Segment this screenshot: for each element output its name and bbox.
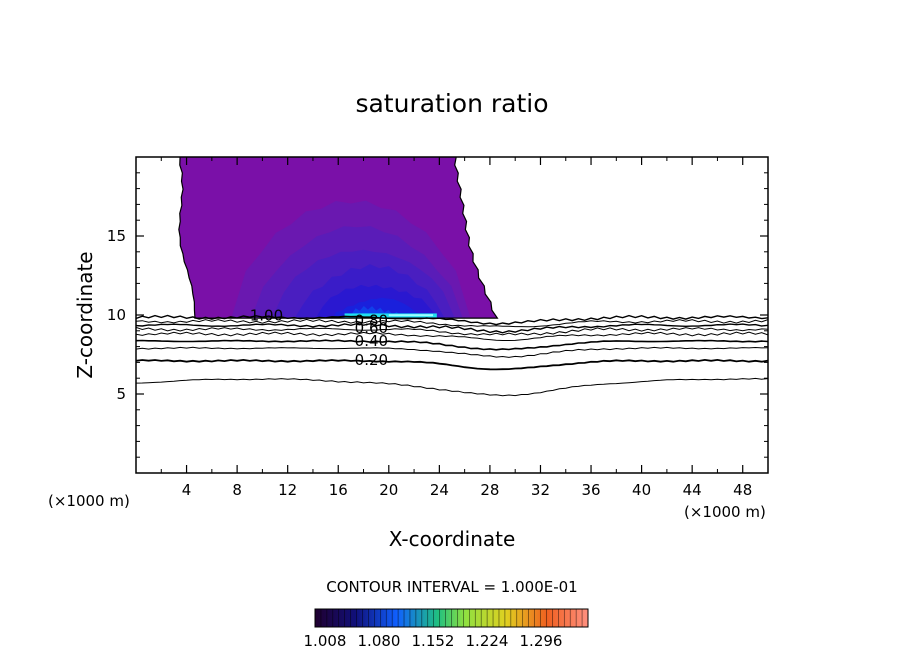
x-tick-label: 4 — [182, 481, 192, 499]
contour-label: 0.80 — [355, 311, 388, 329]
x-tick-label: 44 — [683, 481, 702, 499]
contour-interval-text: CONTOUR INTERVAL = 1.000E-01 — [326, 578, 577, 596]
x-tick-label: 48 — [733, 481, 752, 499]
colorbar-stripes — [320, 609, 583, 627]
cloud-boundary-contour — [178, 157, 499, 319]
x-tick-label: 36 — [581, 481, 600, 499]
colorbar-tick-label: 1.080 — [358, 632, 401, 650]
x-tick-label: 8 — [232, 481, 242, 499]
y-tick-label: 10 — [107, 306, 126, 324]
x-tick-label: 16 — [329, 481, 348, 499]
colorbar-labels: 1.008 1.080 1.152 1.224 1.296 — [304, 632, 563, 650]
y-axis-label: Z-coordinate — [73, 251, 97, 378]
contour-line — [136, 377, 768, 397]
colorbar-tick-label: 1.224 — [466, 632, 509, 650]
contour-line — [136, 326, 768, 336]
contour-line — [136, 322, 768, 334]
contour-line — [136, 318, 768, 328]
x-unit-label: (×1000 m) — [684, 503, 766, 521]
x-tick-label: 40 — [632, 481, 651, 499]
cloud-region — [178, 157, 498, 319]
x-tick-label: 24 — [430, 481, 449, 499]
x-tick-label: 12 — [278, 481, 297, 499]
contour-label: 0.40 — [355, 332, 388, 350]
contour-line — [136, 339, 768, 351]
contour-line — [136, 331, 768, 341]
x-tick-label: 32 — [531, 481, 550, 499]
colorbar-tick-label: 1.152 — [412, 632, 455, 650]
contour-label: 0.60 — [355, 319, 388, 337]
z-unit-label: (×1000 m) — [48, 492, 130, 510]
x-axis-label: X-coordinate — [389, 527, 516, 551]
contour-line — [136, 346, 768, 358]
contour-line — [136, 314, 768, 326]
y-ticks: 5 10 15 — [107, 172, 768, 458]
contour-label: 0.20 — [355, 351, 388, 369]
contour-label: 1.00 — [250, 307, 283, 325]
y-tick-label: 5 — [116, 385, 126, 403]
y-tick-label: 15 — [107, 227, 126, 245]
colorbar-tick-label: 1.008 — [304, 632, 347, 650]
colorbar-tick-label: 1.296 — [520, 632, 563, 650]
x-tick-label: 28 — [480, 481, 499, 499]
contour-line — [136, 358, 768, 371]
x-ticks: 4 8 12 16 20 24 28 32 36 40 44 48 — [160, 157, 752, 499]
x-tick-label: 20 — [379, 481, 398, 499]
chart-title: saturation ratio — [355, 89, 548, 118]
cloud-max-core — [388, 314, 434, 317]
plot-area: 1.00 0.800.600.400.20 — [136, 157, 768, 397]
